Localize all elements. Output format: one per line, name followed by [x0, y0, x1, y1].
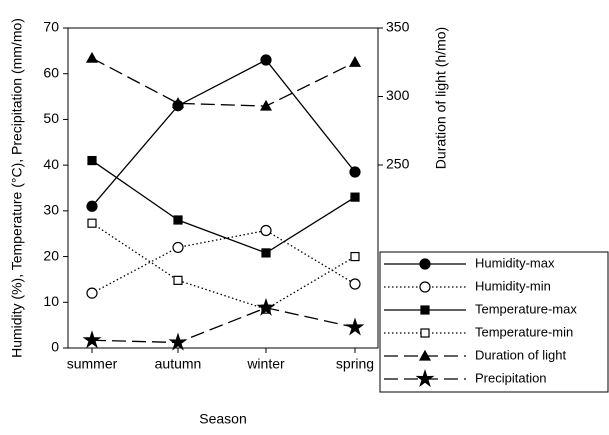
marker — [172, 241, 184, 254]
legend-box — [379, 251, 609, 393]
marker — [419, 281, 431, 293]
y-tick-label: 50 — [43, 110, 59, 126]
marker — [260, 54, 272, 66]
series-line — [91, 57, 356, 107]
marker — [256, 297, 276, 316]
marker — [350, 251, 360, 262]
marker — [86, 200, 98, 212]
marker — [173, 215, 183, 225]
marker — [87, 218, 97, 228]
series-line — [91, 307, 356, 344]
marker — [419, 258, 431, 270]
marker — [86, 287, 98, 299]
marker — [261, 248, 271, 258]
legend-label: Precipitation — [475, 370, 547, 385]
legend-label: Duration of light — [475, 347, 566, 362]
y2-tick-label: 350 — [386, 19, 410, 35]
marker — [87, 155, 97, 166]
y2-axis-label: Duration of light (h/mo) — [433, 27, 449, 169]
y2-tick-label: 300 — [386, 87, 410, 103]
series-line — [91, 160, 356, 254]
marker — [350, 192, 360, 202]
marker — [420, 328, 430, 338]
legend: Humidity-max Humidity-min Temperature-max T… — [379, 251, 609, 393]
y-tick-label: 60 — [43, 64, 59, 80]
series-line — [91, 222, 356, 310]
marker — [420, 305, 430, 315]
y-tick-label: 30 — [43, 202, 59, 218]
legend-label: Temperature-max — [475, 301, 577, 316]
marker — [85, 51, 99, 63]
y-axis-label: Humidity (%), Temperature (°C), Precipit… — [9, 18, 25, 358]
x-tick-label: winter — [246, 356, 285, 372]
marker — [418, 349, 432, 361]
marker — [168, 332, 188, 351]
y-tick-label: 0 — [51, 339, 59, 355]
x-tick-label: spring — [336, 356, 374, 372]
y-tick-label: 40 — [43, 156, 59, 172]
marker — [349, 278, 361, 290]
marker — [173, 275, 183, 285]
x-axis-label: Season — [199, 411, 246, 427]
marker — [82, 330, 102, 349]
legend-label: Humidity-max — [475, 255, 555, 270]
marker — [349, 166, 361, 178]
y-tick-label: 10 — [43, 293, 59, 309]
series-line — [91, 229, 356, 294]
marker — [415, 369, 435, 388]
legend-label: Humidity-min — [475, 278, 551, 293]
y-tick-label: 20 — [43, 247, 59, 263]
series-line — [91, 59, 356, 207]
y2-tick-label: 250 — [386, 156, 410, 172]
marker — [348, 56, 362, 67]
marker — [260, 224, 272, 237]
x-tick-label: summer — [67, 356, 118, 372]
marker — [171, 97, 185, 108]
x-tick-label: autumn — [155, 356, 202, 372]
marker — [345, 317, 365, 336]
y-tick-label: 70 — [43, 19, 59, 35]
marker — [259, 99, 273, 111]
legend-label: Temperature-min — [475, 324, 573, 339]
plot-frame — [67, 27, 379, 349]
